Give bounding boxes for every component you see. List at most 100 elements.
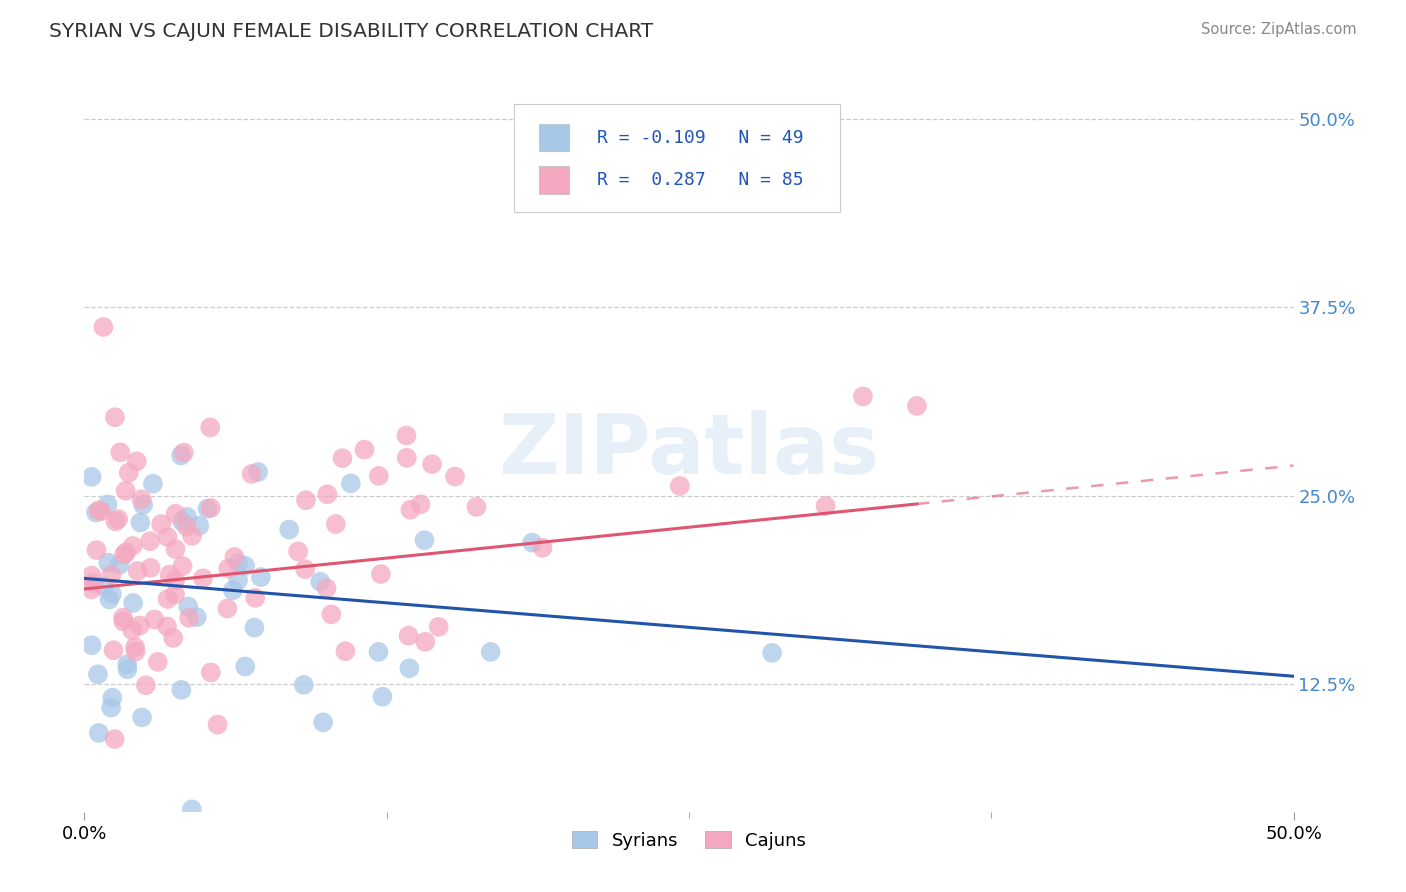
Point [761, 646, 783, 660]
Point [197, 501, 219, 516]
Point [117, 662, 139, 676]
Text: R = -0.109   N = 49: R = -0.109 N = 49 [598, 128, 804, 146]
Point [98, 592, 121, 607]
Point [247, 465, 270, 479]
Legend: Syrians, Cajuns: Syrians, Cajuns [572, 831, 806, 850]
Point [325, 516, 347, 531]
Point [217, 601, 239, 615]
Point [121, 623, 143, 637]
Point [181, 529, 204, 543]
Point [87, 667, 110, 681]
Point [413, 533, 436, 548]
Point [114, 545, 136, 559]
Point [353, 442, 375, 457]
Point [316, 487, 339, 501]
Point [104, 410, 127, 425]
Point [93, 320, 115, 334]
Point [86, 543, 108, 558]
Point [108, 445, 131, 459]
Point [398, 661, 420, 675]
Point [420, 457, 443, 471]
Point [292, 678, 315, 692]
Point [413, 635, 436, 649]
Point [427, 620, 450, 634]
Point [520, 535, 543, 549]
Point [207, 717, 229, 731]
Point [180, 802, 202, 816]
Point [80, 568, 103, 582]
Point [131, 710, 153, 724]
Point [129, 516, 152, 530]
Point [191, 571, 214, 585]
Point [309, 574, 332, 589]
Point [479, 645, 502, 659]
Point [371, 690, 394, 704]
Point [97, 556, 120, 570]
Point [162, 631, 184, 645]
Point [172, 514, 194, 528]
Point [156, 592, 179, 607]
Point [163, 587, 186, 601]
Point [127, 564, 149, 578]
Point [200, 420, 222, 434]
Point [159, 567, 181, 582]
Point [240, 467, 263, 481]
Point [103, 643, 125, 657]
Point [139, 561, 162, 575]
Point [335, 644, 357, 658]
Point [669, 479, 692, 493]
Point [170, 682, 193, 697]
Point [294, 562, 316, 576]
Point [370, 567, 392, 582]
Point [80, 470, 103, 484]
Point [176, 519, 198, 533]
Point [139, 534, 162, 549]
Point [173, 445, 195, 459]
Point [107, 512, 129, 526]
Point [143, 613, 166, 627]
Point [108, 558, 131, 572]
Point [399, 503, 422, 517]
Point [177, 599, 200, 614]
Point [367, 645, 389, 659]
Point [367, 468, 389, 483]
Point [332, 451, 354, 466]
Point [905, 399, 928, 413]
Point [233, 659, 256, 673]
Text: SYRIAN VS CAJUN FEMALE DISABILITY CORRELATION CHART: SYRIAN VS CAJUN FEMALE DISABILITY CORREL… [49, 22, 654, 41]
Point [172, 559, 194, 574]
Point [176, 509, 198, 524]
Text: R =  0.287   N = 85: R = 0.287 N = 85 [598, 171, 804, 189]
Point [101, 690, 124, 705]
Point [156, 619, 179, 633]
Point [395, 428, 418, 442]
Point [165, 573, 187, 587]
Point [200, 500, 222, 515]
Point [156, 530, 179, 544]
Point [200, 665, 222, 680]
Point [124, 640, 146, 654]
Point [87, 726, 110, 740]
Point [340, 476, 363, 491]
Point [128, 618, 150, 632]
Point [121, 539, 143, 553]
Point [165, 507, 187, 521]
Point [852, 389, 875, 403]
Point [170, 449, 193, 463]
Point [112, 610, 135, 624]
Point [243, 621, 266, 635]
FancyBboxPatch shape [513, 103, 841, 212]
Point [83, 576, 105, 591]
Point [125, 454, 148, 468]
Point [112, 548, 135, 562]
Point [146, 655, 169, 669]
Point [233, 558, 256, 573]
Point [84, 506, 107, 520]
Point [226, 556, 249, 570]
Point [531, 541, 554, 555]
FancyBboxPatch shape [538, 167, 569, 194]
Point [278, 523, 301, 537]
Text: Source: ZipAtlas.com: Source: ZipAtlas.com [1201, 22, 1357, 37]
Point [100, 568, 122, 582]
Point [87, 503, 110, 517]
